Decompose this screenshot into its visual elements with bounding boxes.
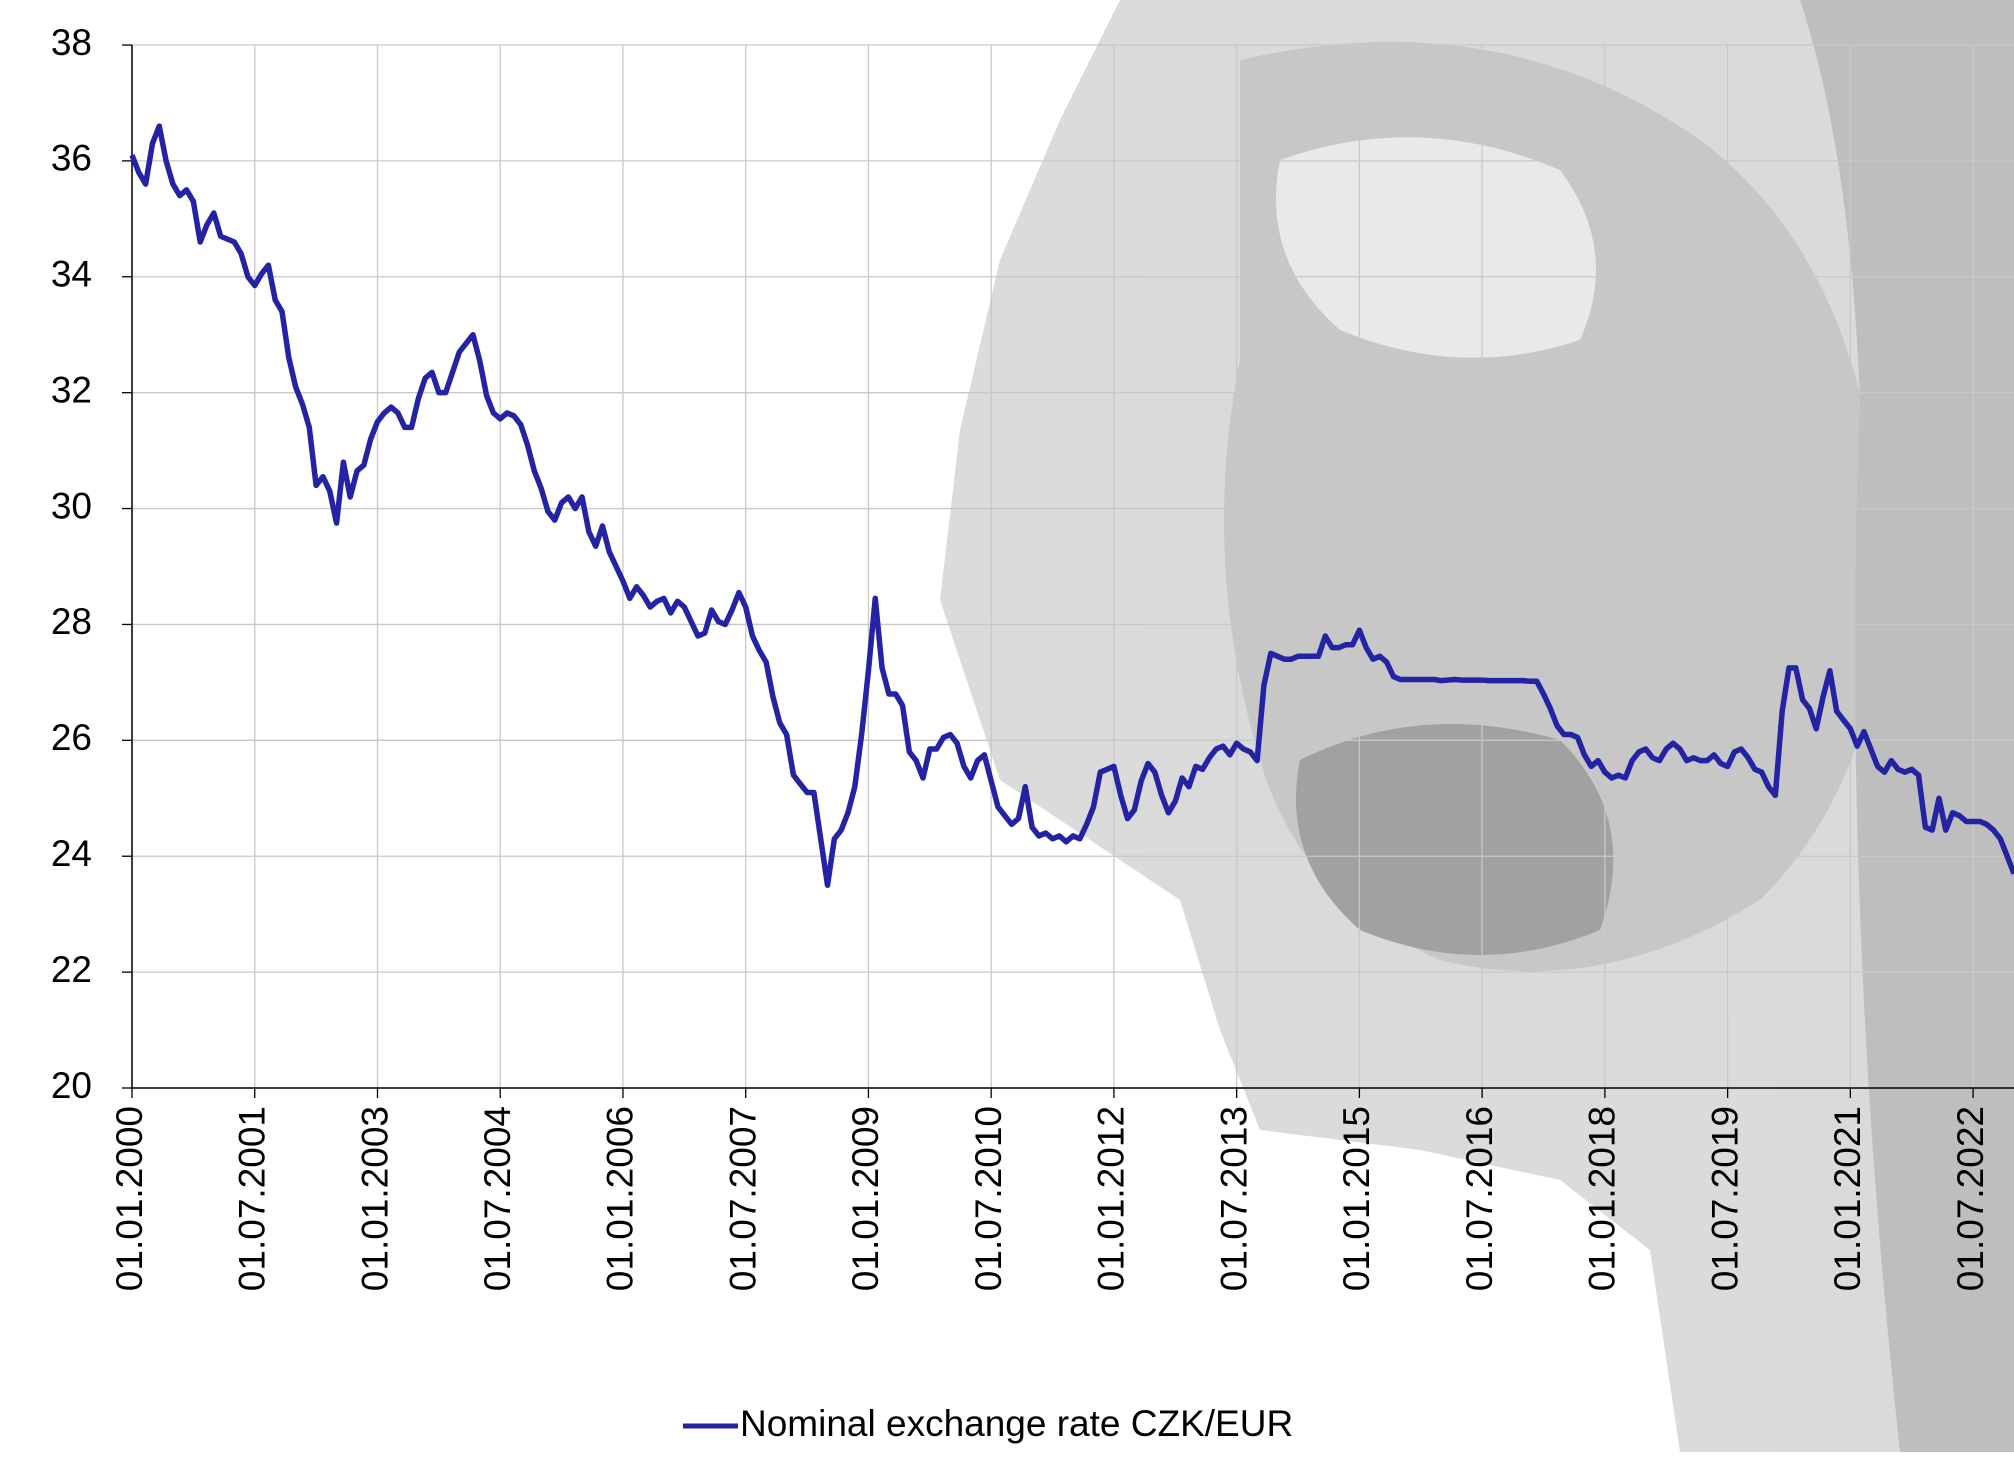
y-tick-label: 22	[51, 949, 92, 990]
x-tick-label: 01.07.2016	[1459, 1106, 1500, 1291]
series-line	[129, 123, 2014, 888]
x-tick-label: 01.07.2001	[232, 1106, 273, 1291]
background-image	[940, 0, 2014, 1452]
y-tick-label: 36	[51, 138, 92, 179]
x-tick-label: 01.07.2019	[1704, 1106, 1745, 1291]
x-tick-label: 01.07.2013	[1213, 1106, 1254, 1291]
y-tick-label: 20	[51, 1065, 92, 1106]
x-tick-label: 01.01.2003	[354, 1106, 395, 1291]
x-tick-label: 01.01.2021	[1827, 1106, 1868, 1291]
x-tick-label: 01.01.2015	[1336, 1106, 1377, 1291]
legend-label: Nominal exchange rate CZK/EUR	[740, 1403, 1293, 1444]
y-tick-label: 26	[51, 717, 92, 758]
x-tick-label: 01.07.2010	[968, 1106, 1009, 1291]
x-tick-label: 01.01.2006	[600, 1106, 641, 1291]
y-tick-label: 32	[51, 369, 92, 410]
x-tick-label: 01.07.2007	[722, 1106, 763, 1291]
x-tick-label: 01.01.2000	[109, 1106, 150, 1291]
x-tick-label: 01.01.2018	[1582, 1106, 1623, 1291]
x-tick-label: 01.01.2009	[845, 1106, 886, 1291]
y-tick-label: 38	[51, 22, 92, 63]
y-tick-label: 34	[51, 254, 92, 295]
legend: Nominal exchange rate CZK/EUR	[683, 1403, 1293, 1444]
x-tick-label: 01.01.2012	[1091, 1106, 1132, 1291]
y-tick-label: 30	[51, 485, 92, 526]
x-tick-label: 01.07.2022	[1950, 1106, 1991, 1291]
y-tick-label: 24	[51, 833, 92, 874]
axes: 20 22 24 26 28 30 32 34 36 38 01.01.2000 01.07.2001…	[51, 22, 2014, 1291]
x-tick-label: 01.07.2004	[477, 1106, 518, 1291]
y-tick-label: 28	[51, 601, 92, 642]
